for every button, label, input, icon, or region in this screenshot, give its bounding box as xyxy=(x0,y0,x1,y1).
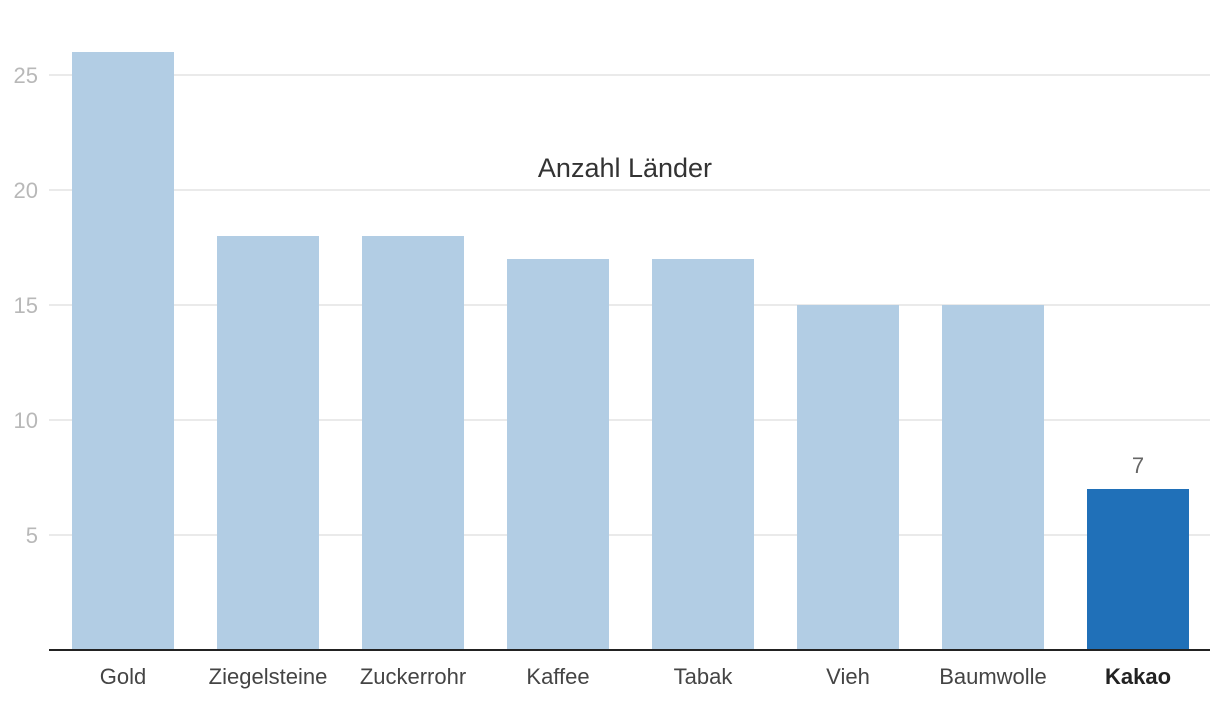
x-tick-label: Baumwolle xyxy=(939,664,1047,689)
x-tick-label: Kakao xyxy=(1105,664,1171,689)
bars xyxy=(72,52,1189,650)
y-tick-label: 20 xyxy=(14,178,38,203)
y-tick-label: 10 xyxy=(14,408,38,433)
bar-kakao xyxy=(1087,489,1189,650)
x-tick-label: Ziegelsteine xyxy=(209,664,328,689)
bar-ziegelsteine xyxy=(217,236,319,650)
x-tick-label: Zuckerrohr xyxy=(360,664,466,689)
bar-gold xyxy=(72,52,174,650)
bar-baumwolle xyxy=(942,305,1044,650)
y-tick-label: 15 xyxy=(14,293,38,318)
bar-kaffee xyxy=(507,259,609,650)
x-tick-label: Vieh xyxy=(826,664,870,689)
x-axis-ticks: Gold Ziegelsteine Zuckerrohr Kaffee Tabak Vie… xyxy=(100,664,1171,689)
data-label: 7 xyxy=(1132,453,1144,478)
y-tick-label: 5 xyxy=(26,523,38,548)
y-axis-ticks: 5 10 15 20 25 xyxy=(14,63,38,548)
x-tick-label: Kaffee xyxy=(526,664,589,689)
x-tick-label: Gold xyxy=(100,664,146,689)
y-tick-label: 25 xyxy=(14,63,38,88)
x-tick-label: Tabak xyxy=(674,664,734,689)
chart-title: Anzahl Länder xyxy=(538,153,712,183)
bar-vieh xyxy=(797,305,899,650)
bar-zuckerrohr xyxy=(362,236,464,650)
data-labels: 7 xyxy=(1132,453,1144,478)
bar-tabak xyxy=(652,259,754,650)
